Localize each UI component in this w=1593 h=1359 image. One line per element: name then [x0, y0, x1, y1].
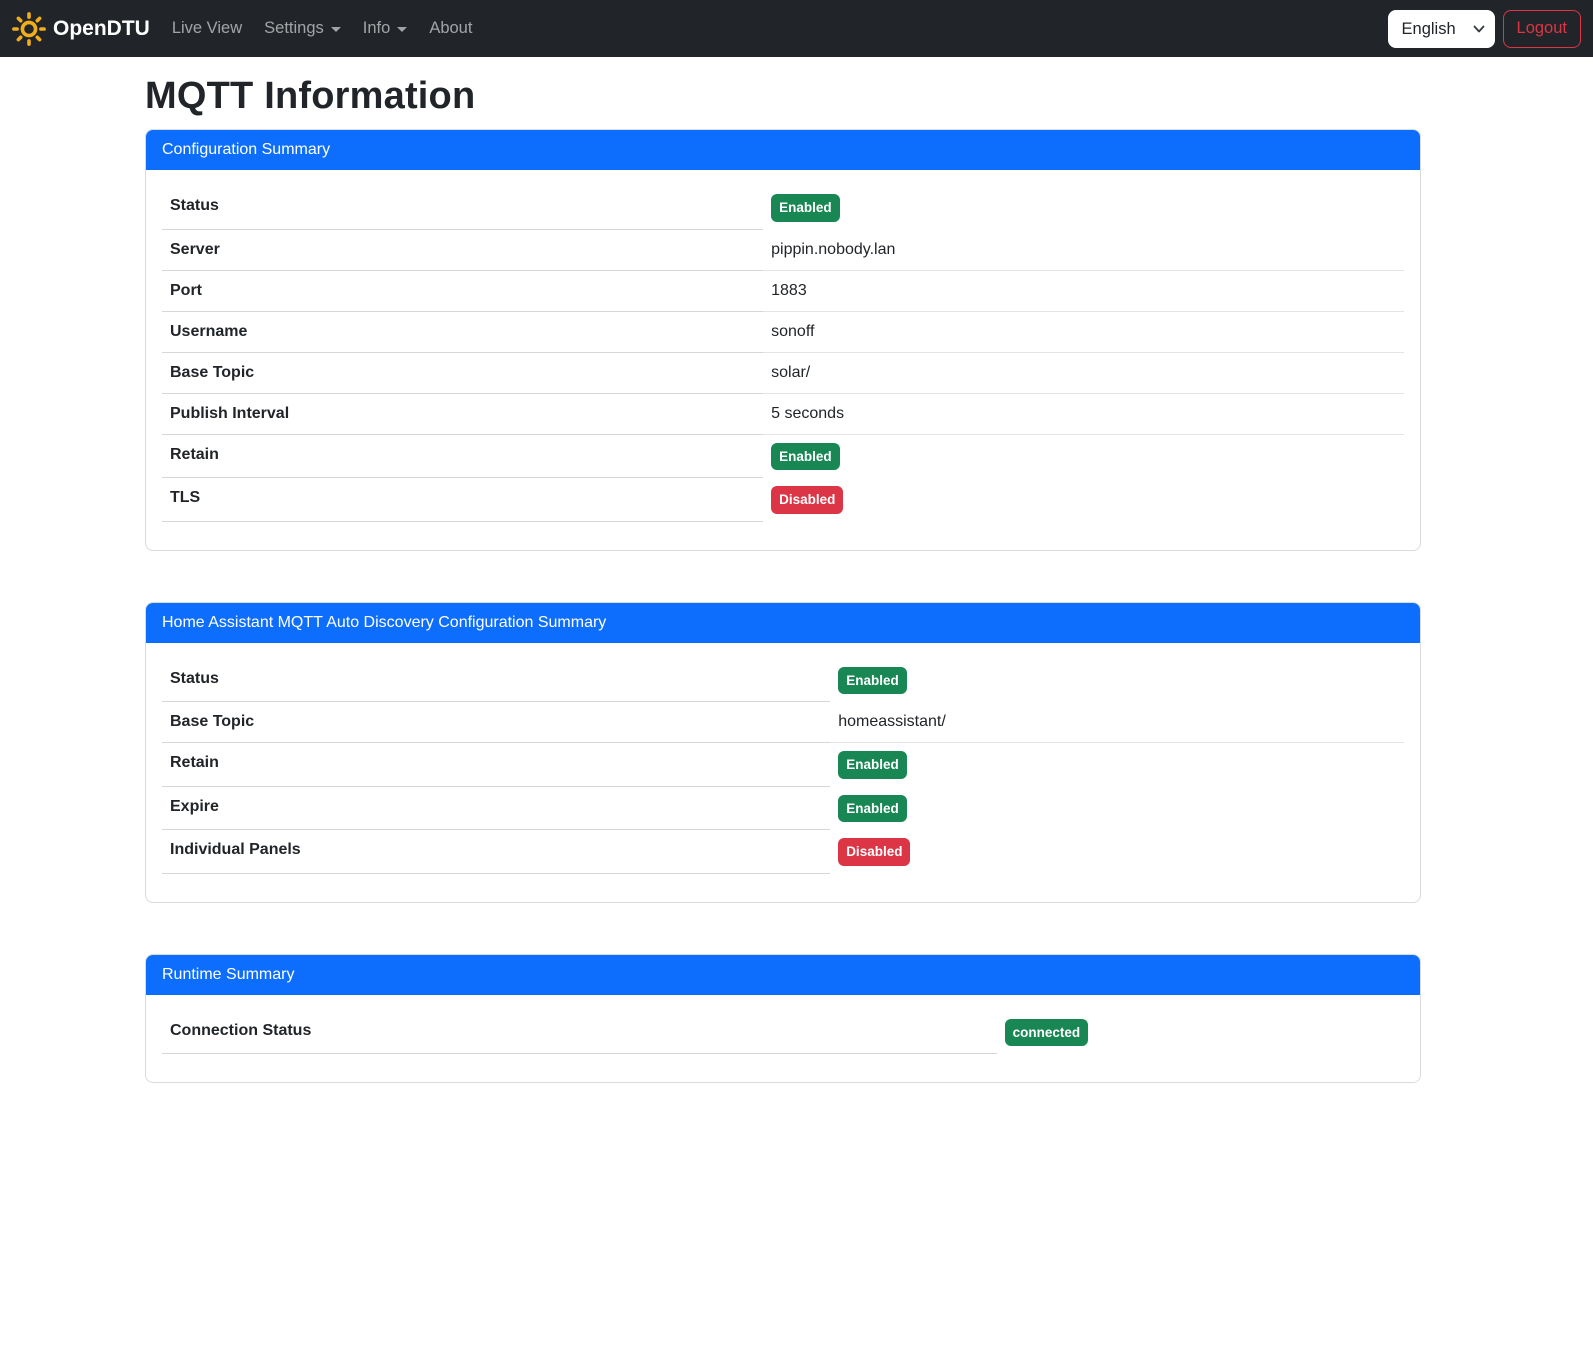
row-label: Server: [162, 230, 764, 271]
language-select-wrap: English: [1387, 9, 1495, 48]
page-title: MQTT Information: [145, 75, 476, 117]
status-badge: Enabled: [838, 794, 907, 823]
card-body: Connection Status connected: [146, 995, 1420, 1083]
row-value: Enabled: [830, 659, 1404, 703]
table-row: Retain Enabled: [162, 743, 1404, 787]
status-badge: Enabled: [838, 751, 907, 779]
card-header: Runtime Summary: [146, 954, 1420, 995]
row-label: Publish Interval: [162, 394, 764, 435]
table-row: Individual Panels Disabled: [162, 830, 1404, 874]
row-value: sonoff: [763, 312, 1404, 353]
row-value: solar/: [763, 353, 1404, 394]
row-label: Retain: [162, 743, 831, 787]
table-row: Base Topic solar/: [162, 353, 1404, 394]
table-row: TLS Disabled: [162, 478, 1404, 522]
main-content: MQTT Information Configuration Summary S…: [145, 57, 1421, 1084]
card-configuration-summary: Configuration Summary Status Enabled Ser…: [145, 129, 1421, 551]
table-row: Username sonoff: [162, 312, 1404, 353]
status-badge: Enabled: [771, 194, 840, 222]
row-value: Enabled: [830, 787, 1404, 831]
ha-discovery-table: Status Enabled Base Topic homeassistant/…: [162, 659, 1404, 874]
table-row: Retain Enabled: [162, 435, 1404, 479]
status-badge: Enabled: [771, 442, 840, 471]
row-value: homeassistant/: [830, 702, 1404, 744]
card-body: Status Enabled Server pippin.nobody.lan …: [146, 170, 1420, 550]
row-value: Enabled: [763, 186, 1404, 230]
row-value: Enabled: [830, 743, 1404, 787]
card-runtime-summary: Runtime Summary Connection Status connec…: [145, 953, 1421, 1084]
status-badge: Disabled: [771, 486, 844, 514]
runtime-summary-table: Connection Status connected: [162, 1011, 1404, 1055]
row-label: Port: [162, 271, 764, 312]
brand-label: OpenDTU: [53, 16, 150, 40]
row-label: TLS: [162, 478, 764, 522]
row-value: pippin.nobody.lan: [763, 230, 1404, 271]
row-label: Expire: [162, 787, 831, 831]
row-value: Disabled: [830, 830, 1404, 874]
row-label: Status: [162, 186, 764, 230]
card-header: Configuration Summary: [146, 130, 1420, 170]
caret-down-icon: [397, 27, 408, 32]
table-row: Connection Status connected: [162, 1011, 1404, 1055]
nav-item-about[interactable]: About: [429, 19, 473, 37]
table-row: Publish Interval 5 seconds: [162, 394, 1404, 435]
card-ha-discovery-summary: Home Assistant MQTT Auto Discovery Confi…: [145, 601, 1421, 903]
row-value: connected: [997, 1011, 1404, 1055]
caret-down-icon: [330, 27, 341, 32]
navbar-right: English Logout: [1387, 9, 1581, 48]
row-label: Base Topic: [162, 353, 764, 394]
table-row: Status Enabled: [162, 186, 1404, 230]
logout-button[interactable]: Logout: [1502, 9, 1581, 48]
card-header: Home Assistant MQTT Auto Discovery Confi…: [146, 602, 1420, 643]
connection-status-badge: connected: [1004, 1018, 1089, 1047]
row-label: Connection Status: [162, 1011, 997, 1055]
card-body: Status Enabled Base Topic homeassistant/…: [146, 643, 1420, 902]
row-value: Disabled: [763, 478, 1404, 522]
row-label: Base Topic: [162, 702, 831, 744]
row-label: Status: [162, 659, 831, 703]
config-summary-table: Status Enabled Server pippin.nobody.lan …: [162, 186, 1404, 522]
table-row: Server pippin.nobody.lan: [162, 230, 1404, 271]
row-label: Retain: [162, 435, 764, 479]
navbar: OpenDTU Live View Settings Info About En…: [0, 0, 1593, 57]
row-label: Username: [162, 312, 764, 353]
language-select[interactable]: English: [1387, 9, 1495, 48]
nav-item-settings[interactable]: Settings: [256, 11, 349, 46]
table-row: Base Topic homeassistant/: [162, 702, 1404, 744]
status-badge: Enabled: [838, 666, 907, 695]
row-value: 1883: [763, 271, 1404, 312]
table-row: Status Enabled: [162, 659, 1404, 703]
sun-icon: [12, 11, 46, 46]
status-badge: Disabled: [838, 838, 911, 866]
row-value: Enabled: [763, 435, 1404, 479]
table-row: Port 1883: [162, 271, 1404, 312]
nav-links: Live View Settings Info About: [164, 11, 487, 46]
nav-item-live-view[interactable]: Live View: [171, 19, 243, 37]
brand-link[interactable]: OpenDTU: [12, 11, 150, 46]
nav-item-info[interactable]: Info: [355, 11, 416, 46]
row-label: Individual Panels: [162, 830, 831, 874]
row-value: 5 seconds: [763, 394, 1404, 435]
table-row: Expire Enabled: [162, 787, 1404, 831]
